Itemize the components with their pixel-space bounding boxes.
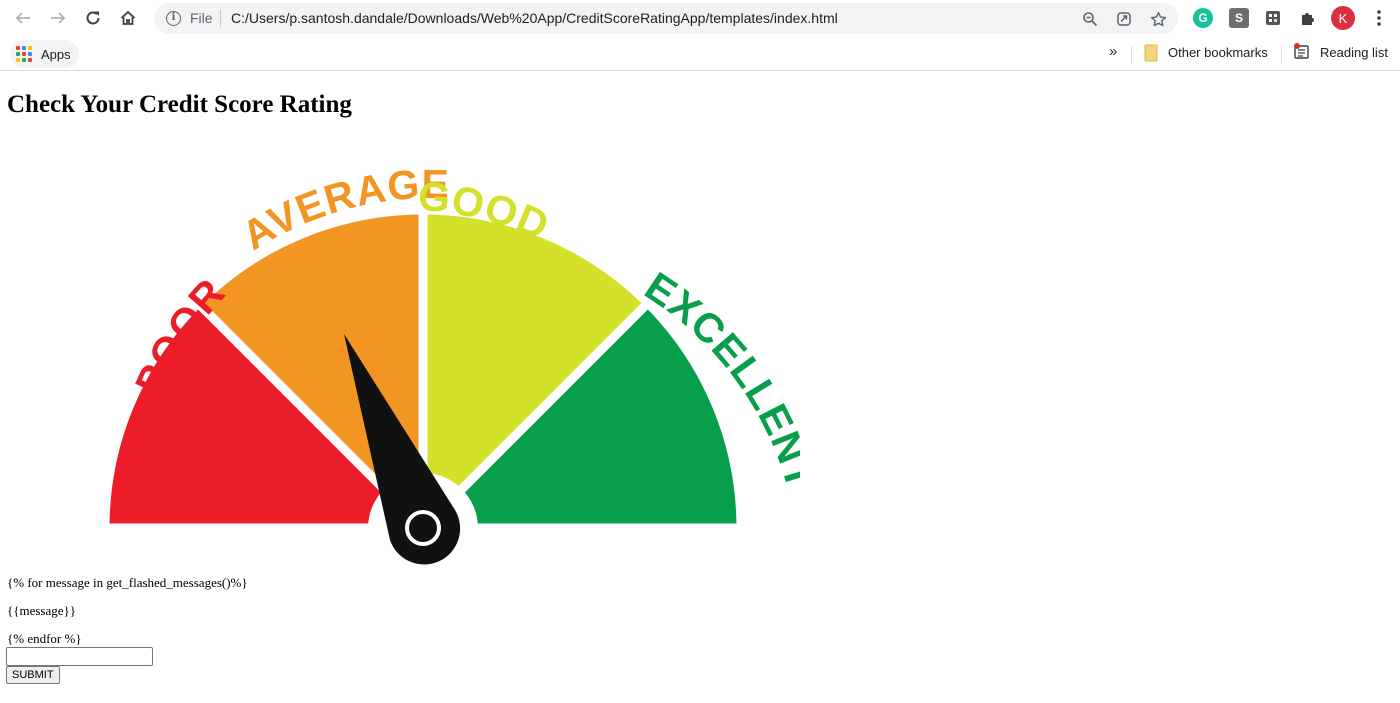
gauge-segment-excellent	[412, 296, 746, 533]
bookmarks-divider	[1131, 46, 1132, 64]
submit-button[interactable]: SUBMIT	[6, 666, 60, 684]
url-text[interactable]: C:/Users/p.santosh.dandale/Downloads/Web…	[231, 10, 838, 26]
reading-list[interactable]: Reading list	[1320, 45, 1388, 60]
gauge-segment-good	[418, 205, 655, 539]
apps-grid-icon	[16, 46, 32, 62]
reload-icon[interactable]	[78, 4, 108, 32]
other-bookmarks[interactable]: Other bookmarks	[1168, 45, 1268, 60]
gauge-segment-poor	[100, 296, 434, 533]
address-bar[interactable]: i File C:/Users/p.santosh.dandale/Downlo…	[154, 3, 1178, 34]
share-icon[interactable]	[1113, 8, 1135, 30]
apps-label: Apps	[41, 46, 71, 62]
gauge-needle	[344, 334, 461, 565]
template-for-line: {% for message in get_flashed_messages()…	[7, 575, 248, 590]
home-icon[interactable]	[113, 4, 143, 32]
bookmarks-bar: Apps » Other bookmarks Reading list	[0, 37, 1400, 71]
file-scheme-label: File	[190, 10, 213, 26]
other-bookmarks-folder-icon	[1144, 44, 1158, 65]
page-content: Check Your Credit Score Rating POOR AVER…	[0, 72, 1400, 703]
site-info-icon[interactable]: i	[166, 11, 181, 26]
zoom-icon[interactable]	[1079, 8, 1101, 30]
bookmarks-overflow-chevron-icon[interactable]: »	[1109, 43, 1118, 60]
score-input[interactable]	[6, 647, 153, 666]
reading-list-icon	[1293, 43, 1311, 64]
grammarly-icon[interactable]: G	[1193, 8, 1213, 28]
extension-puzzle-grid-icon[interactable]	[1263, 8, 1283, 28]
credit-score-gauge: POOR AVERAGE GOOD EXCELLENT	[100, 162, 800, 572]
page-title: Check Your Credit Score Rating	[7, 91, 352, 118]
back-arrow-icon[interactable]	[8, 4, 38, 32]
gauge-segment-average	[191, 205, 428, 539]
needle-pivot-ring	[405, 510, 441, 546]
bookmarks-divider	[1281, 46, 1282, 64]
bookmark-star-icon[interactable]	[1147, 8, 1169, 30]
omnibox-divider	[220, 10, 221, 27]
browser-toolbar: i File C:/Users/p.santosh.dandale/Downlo…	[0, 0, 1400, 37]
template-endfor-line: {% endfor %}	[7, 631, 82, 646]
forward-arrow-icon[interactable]	[43, 4, 73, 32]
profile-avatar[interactable]: K	[1331, 6, 1355, 30]
menu-kebab-icon[interactable]	[1364, 4, 1394, 32]
apps-shortcut[interactable]: Apps	[10, 40, 79, 68]
template-message-line: {{message}}	[7, 603, 76, 618]
extension-s-icon[interactable]: S	[1229, 8, 1249, 28]
extensions-puzzle-icon[interactable]	[1298, 8, 1318, 28]
